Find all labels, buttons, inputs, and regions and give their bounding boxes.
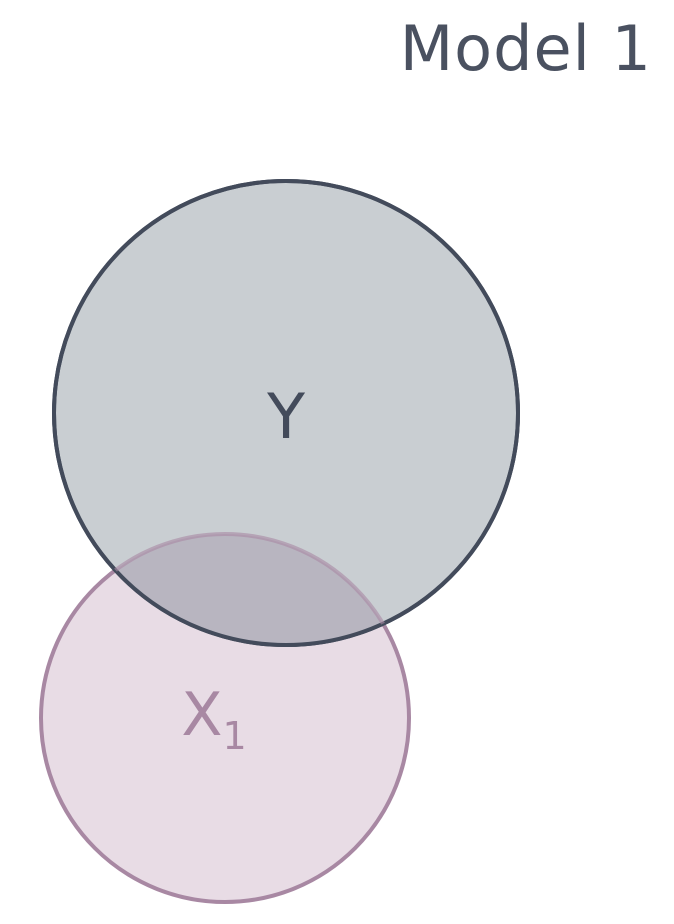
set-label-x1-main: X xyxy=(181,680,222,750)
set-label-x1: X1 xyxy=(181,680,246,758)
set-label-y: Y xyxy=(266,380,305,453)
diagram-title: Model 1 xyxy=(399,12,652,85)
set-circle-y-outline xyxy=(52,179,520,647)
set-label-x1-subscript: 1 xyxy=(222,714,246,758)
set-circle-x1-outline xyxy=(54,532,411,645)
